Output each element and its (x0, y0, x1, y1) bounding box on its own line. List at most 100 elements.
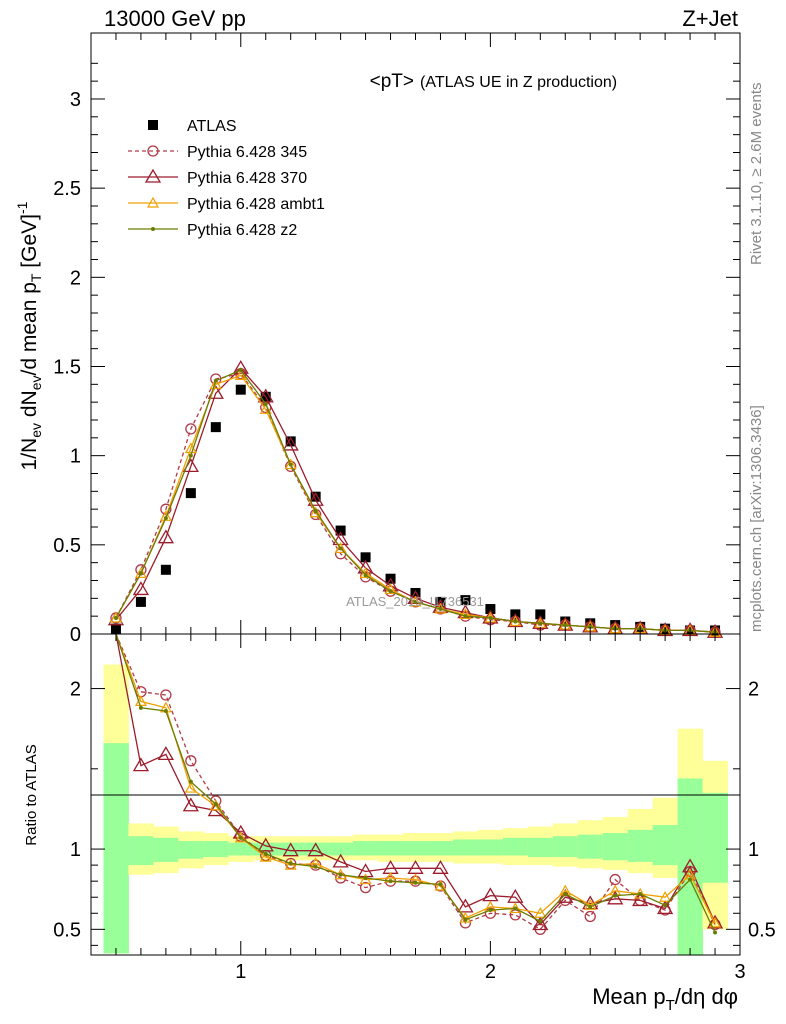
ratio-point-ambt1 (359, 873, 372, 885)
legend-label: Pythia 6.428 370 (187, 170, 307, 187)
ratio-panel: 1 2 30.5 0.51 12 2 Ratio to ATLAS (23, 633, 776, 983)
ratio-point-p345 (185, 755, 197, 767)
inner-band-bin (328, 842, 354, 856)
main-y-tick-label: 2.5 (53, 178, 81, 200)
ratio-point-z2 (338, 872, 343, 877)
ratio-point-p370 (157, 746, 175, 761)
data-point-atlas (560, 616, 571, 627)
data-point-ambt1 (134, 567, 147, 578)
x-tick-label: 3 (734, 961, 745, 983)
plot-subtitle: (ATLAS UE in Z production) (420, 74, 617, 91)
data-point-z2 (388, 589, 393, 594)
data-point-z2 (438, 607, 443, 612)
data-point-z2 (363, 573, 368, 578)
ratio-point-p345 (160, 689, 172, 701)
inner-band-bin (477, 839, 504, 856)
data-point-z2 (188, 453, 193, 458)
data-point-z2 (513, 619, 518, 624)
ratio-line-p345 (115, 633, 716, 931)
inner-band-bin (652, 824, 679, 866)
legend-label: Pythia 6.428 345 (187, 144, 307, 161)
ratio-point-z2 (263, 851, 268, 856)
main-y-tick-label: 1.5 (53, 356, 81, 378)
data-point-p370 (232, 359, 249, 374)
data-point-atlas (585, 618, 596, 629)
data-point-atlas (285, 436, 296, 447)
data-point-atlas (335, 525, 346, 536)
data-point-atlas (360, 552, 371, 563)
legend-label: ATLAS (187, 118, 237, 135)
ratio-line-z2 (115, 633, 716, 933)
ratio-axis-ticks: 1 2 30.5 0.51 12 2 (53, 634, 776, 983)
legend-label: Pythia 6.428 z2 (187, 222, 297, 239)
data-point-z2 (588, 624, 593, 629)
ratio-point-p370 (656, 900, 674, 915)
ratio-point-z2 (513, 906, 518, 911)
main-y-tick-label: 2 (70, 267, 81, 289)
ratio-point-ambt1 (509, 902, 522, 914)
legend-item-ambt1: Pythia 6.428 ambt1 (128, 196, 325, 213)
inner-band-bin (527, 837, 554, 858)
ratio-point-p370 (407, 860, 424, 874)
ratio-point-z2 (363, 875, 368, 880)
mcplots-label: mcplots.cern.ch [arXiv:1306.3436] (748, 405, 765, 632)
data-point-z2 (163, 516, 168, 521)
x-tick-label: 2 (485, 961, 496, 983)
data-point-z2 (288, 462, 293, 467)
main-y-tick-label: 1 (70, 446, 81, 468)
ratio-point-ambt1 (209, 799, 222, 811)
ratio-point-z2 (213, 802, 218, 807)
data-point-atlas (210, 422, 221, 433)
ratio-point-z2 (688, 877, 693, 882)
inner-band-bin (353, 841, 379, 856)
inner-band-bin (427, 841, 454, 856)
x-tick-label: 1 (235, 961, 246, 983)
data-point-z2 (563, 623, 568, 628)
legend-label: Pythia 6.428 ambt1 (187, 196, 325, 213)
data-point-ambt1 (459, 608, 472, 619)
data-point-z2 (313, 508, 318, 513)
main-panel: 0 0.5 1 1.5 2 2.5 3 <pT> (ATLAS UE in Z produc… (14, 32, 741, 646)
ratio-point-p370 (706, 914, 724, 929)
data-point-p345 (185, 423, 197, 435)
ratio-point-ambt1 (284, 858, 297, 870)
ratio-line-p370 (115, 633, 716, 926)
legend-marker (144, 168, 162, 183)
ratio-series-p370 (115, 633, 724, 931)
ratio-y-axis-label: Ratio to ATLAS (23, 744, 40, 845)
legend-marker (146, 196, 160, 208)
main-axis-ticks: 0 0.5 1 1.5 2 2.5 3 (53, 33, 741, 646)
ratio-point-ambt1 (259, 850, 272, 862)
ratio-point-p345 (584, 910, 596, 923)
data-point-ambt1 (109, 611, 122, 623)
ratio-series-group (115, 633, 724, 935)
rivet-version-label: Rivet 3.1.10, ≥ 2.6M events (748, 83, 765, 266)
ratio-point-ambt1 (459, 911, 472, 923)
inner-band-bin (602, 833, 629, 861)
data-point-atlas (460, 595, 471, 606)
inner-band-bin (627, 829, 654, 862)
ratio-point-z2 (613, 893, 618, 898)
ratio-line-ambt1 (115, 633, 716, 924)
ratio-point-z2 (238, 835, 243, 840)
inner-band-bin (203, 841, 229, 858)
ratio-point-z2 (138, 705, 143, 710)
ratio-point-z2 (463, 917, 468, 922)
x-axis-label: Mean pT/dη dφ (592, 984, 738, 1014)
data-point-z2 (113, 615, 118, 620)
ratio-point-z2 (638, 892, 643, 897)
ratio-point-ambt1 (434, 879, 447, 891)
ratio-point-z2 (588, 904, 593, 909)
ratio-point-p345 (359, 881, 372, 894)
legend-item-p370: Pythia 6.428 370 (128, 168, 307, 187)
data-point-atlas (160, 564, 171, 575)
ratio-point-p370 (681, 858, 699, 873)
ratio-y-tick-label: 1 (70, 839, 81, 861)
data-point-atlas (310, 491, 321, 502)
data-point-z2 (538, 621, 543, 626)
ratio-point-p370 (282, 842, 299, 857)
ratio-point-p370 (382, 860, 399, 874)
data-point-p370 (307, 491, 324, 506)
main-y-tick-label: 0.5 (53, 535, 81, 557)
ratio-point-ambt1 (234, 831, 247, 843)
